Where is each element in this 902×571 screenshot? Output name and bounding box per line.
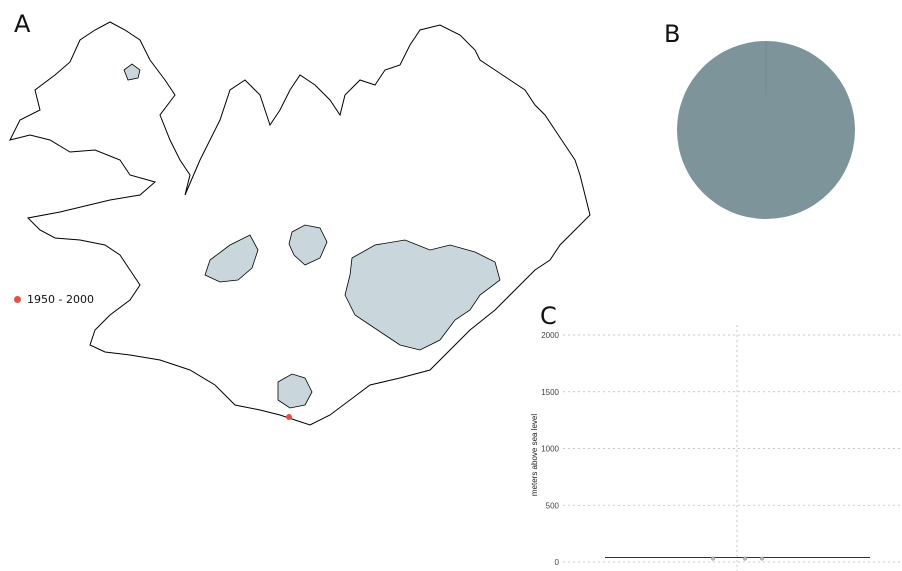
y-tick-label: 2000: [541, 331, 559, 340]
map-legend: 1950 - 2000: [14, 293, 94, 306]
glacier-langjokull: [204, 234, 259, 283]
y-tick-label: 1000: [541, 445, 559, 454]
y-tick-label: 0: [555, 558, 560, 567]
map-data-point: [286, 414, 292, 420]
panel-label-a: A: [14, 10, 31, 38]
elevation-plot: 0 500 1000 1500 2000 meters above sea level: [530, 325, 900, 571]
elevation-point: [711, 556, 716, 561]
legend-point-icon: [14, 296, 21, 303]
glacier-hofsjokull: [288, 224, 328, 266]
y-tick-label: 1500: [541, 388, 559, 397]
glacier-myrdalsjokull: [277, 373, 313, 409]
y-tick-label: 500: [546, 501, 560, 510]
panel-label-b: B: [664, 20, 681, 48]
legend-label: 1950 - 2000: [27, 293, 94, 306]
y-axis-title: meters above sea level: [530, 414, 539, 496]
pie-slice: [677, 41, 855, 219]
glacier-vatnajokull: [344, 239, 501, 351]
panel-label-c: C: [540, 302, 557, 330]
elevation-point: [760, 556, 765, 561]
coastline: [9, 21, 591, 426]
map-panel: [9, 21, 591, 426]
glacier-drangajokull: [123, 63, 141, 81]
pie-panel: [677, 41, 855, 219]
glaciers: [123, 63, 501, 409]
elevation-point: [743, 556, 748, 561]
